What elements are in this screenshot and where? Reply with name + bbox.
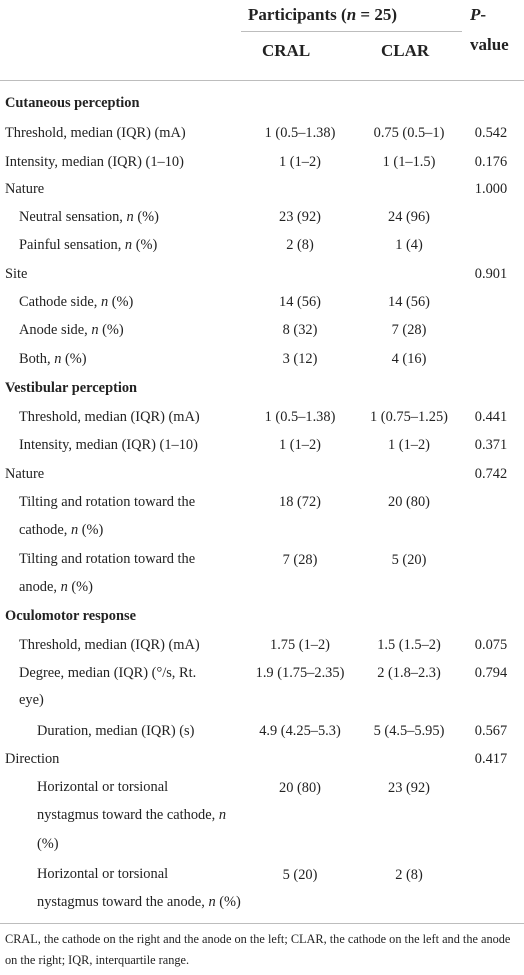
header-rule (0, 80, 524, 81)
table-row: Cathode side, n (%) 14 (56) 14 (56) (19, 294, 430, 310)
section-heading: Vestibular perception (5, 380, 138, 396)
group-header: Participants (n = 25) (248, 5, 398, 24)
section-heading: Oculomotor response (5, 608, 136, 624)
bottom-rule (0, 923, 524, 924)
clar-header: CLAR (381, 41, 430, 60)
section-heading: Cutaneous perception (5, 95, 140, 111)
table-row: Duration, median (IQR) (s) 4.9 (4.25–5.3… (37, 723, 508, 739)
table-row: Horizontal or torsional nystagmus toward… (37, 779, 430, 852)
table-footnote: CRAL, the cathode on the right and the a… (5, 932, 511, 967)
table-row: Threshold, median (IQR) (mA) 1 (0.5–1.38… (19, 409, 508, 425)
table-row: Horizontal or torsional nystagmus toward… (37, 866, 423, 910)
table-row: Tilting and rotation toward the cathode,… (19, 494, 430, 538)
table-row: Nature 0.742 (5, 466, 508, 482)
table-row: Intensity, median (IQR) (1–10) 1 (1–2) 1… (19, 437, 508, 453)
table-row: Degree, median (IQR) (°/s, Rt. eye) 1.9 … (19, 665, 508, 708)
table-row: Tilting and rotation toward the anode, n… (19, 551, 427, 595)
table-row: Intensity, median (IQR) (1–10) 1 (1–2) 1… (5, 154, 508, 170)
table-row: Direction 0.417 (5, 751, 508, 767)
cral-header: CRAL (262, 41, 311, 60)
table-row: Site 0.901 (5, 266, 508, 282)
table-row: Threshold, median (IQR) (mA) 1 (0.5–1.38… (5, 125, 508, 141)
table-row: Neutral sensation, n (%) 23 (92) 24 (96) (19, 209, 430, 225)
table-row: Painful sensation, n (%) 2 (8) 1 (4) (19, 237, 423, 253)
table-row: Anode side, n (%) 8 (32) 7 (28) (19, 322, 427, 338)
table-row: Nature 1.000 (5, 181, 508, 197)
table-row: Both, n (%) 3 (12) 4 (16) (19, 351, 427, 367)
table-row: Threshold, median (IQR) (mA) 1.75 (1–2) … (19, 637, 508, 653)
group-underline (241, 31, 462, 32)
pvalue-header: P-value (470, 5, 509, 54)
